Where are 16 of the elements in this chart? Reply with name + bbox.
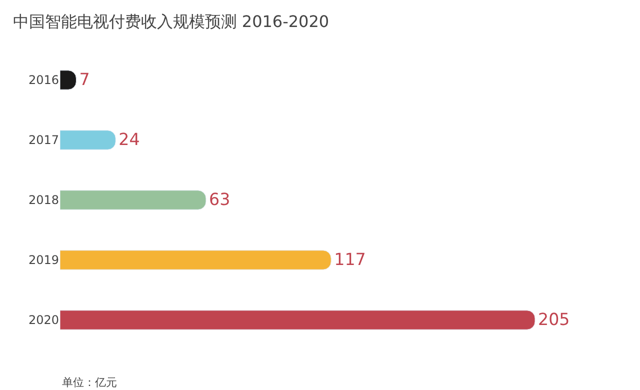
data-label: 7 xyxy=(79,70,90,90)
y-tick-label: 2016 xyxy=(28,73,59,88)
bar xyxy=(60,250,332,270)
data-label: 63 xyxy=(208,190,230,210)
bar xyxy=(60,130,116,150)
text: 单位：亿元 xyxy=(62,376,117,389)
chart-title: 中国智能电视付费收入规模预测 2016-2020 xyxy=(12,12,330,31)
bar xyxy=(60,190,206,210)
data-label: 205 xyxy=(538,310,570,330)
data-label: 24 xyxy=(118,130,140,150)
y-tick-label: 2018 xyxy=(28,193,59,208)
y-tick-label: 2017 xyxy=(28,133,59,148)
y-tick-label: 2020 xyxy=(28,313,59,328)
bar xyxy=(60,310,536,330)
y-tick-label: 2019 xyxy=(28,253,59,268)
data-label: 117 xyxy=(334,250,366,270)
